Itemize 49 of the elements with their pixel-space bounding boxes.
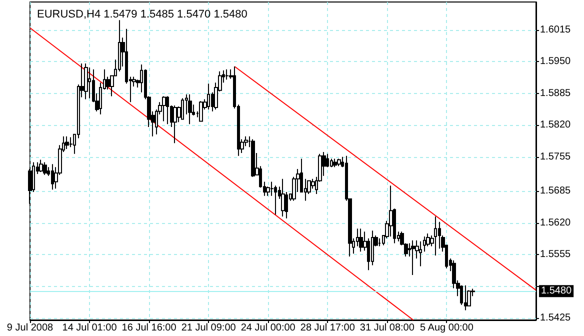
candlestick bbox=[274, 185, 277, 215]
candlestick bbox=[266, 186, 270, 196]
candlestick bbox=[378, 238, 381, 247]
x-tick-label: 31 Jul 08:00 bbox=[360, 322, 415, 334]
x-tick-label: 21 Jul 09:00 bbox=[181, 322, 236, 334]
candlestick bbox=[188, 94, 192, 125]
candlestick bbox=[411, 240, 415, 276]
y-tick-label: 1.5620 bbox=[540, 217, 572, 228]
candlestick bbox=[84, 63, 88, 100]
x-tick-label: 24 Jul 00:00 bbox=[240, 322, 296, 334]
candlestick bbox=[281, 178, 285, 217]
x-tick-label: 5 Aug 00:00 bbox=[420, 322, 474, 334]
y-tick-label: 1.5755 bbox=[540, 151, 572, 162]
candlestick bbox=[330, 158, 333, 168]
x-tick-label: 16 Jul 16:00 bbox=[122, 322, 177, 334]
candlestick bbox=[43, 162, 47, 176]
y-tick-label: 1.5425 bbox=[540, 312, 572, 324]
text: EURUSD,H4 1.5479 1.5485 1.5470 1.5480 bbox=[37, 8, 248, 20]
y-tick-label: 1.5555 bbox=[540, 249, 572, 260]
candlestick bbox=[423, 236, 426, 252]
candlestick bbox=[65, 136, 69, 150]
candlestick bbox=[88, 66, 91, 99]
candlestick bbox=[337, 158, 341, 167]
y-tick-label: 1.5820 bbox=[540, 120, 572, 131]
candlestick bbox=[199, 100, 203, 122]
candlestick bbox=[464, 284, 467, 311]
candlestick bbox=[162, 96, 166, 122]
x-tick-label: 9 Jul 2008 bbox=[6, 322, 54, 334]
candlestick bbox=[371, 230, 374, 266]
candlestick bbox=[419, 240, 422, 267]
candlestick bbox=[181, 98, 184, 120]
x-tick-label: 28 Jul 17:00 bbox=[300, 322, 356, 334]
candlestick bbox=[166, 96, 169, 125]
y-tick-label: 1.5685 bbox=[540, 186, 572, 197]
x-tick-label: 14 Jul 01:00 bbox=[62, 322, 118, 334]
candlestick bbox=[173, 105, 177, 144]
ref-line-label: 1.5480 bbox=[541, 286, 572, 297]
candlestick bbox=[333, 158, 337, 168]
y-tick-label: 1.5885 bbox=[540, 88, 572, 99]
candlestick bbox=[51, 164, 54, 190]
candlestick bbox=[434, 216, 437, 256]
y-tick-label: 1.5950 bbox=[540, 56, 572, 68]
candlestick bbox=[251, 138, 255, 178]
candlestick bbox=[39, 159, 43, 172]
candlestick bbox=[467, 290, 471, 306]
y-tick-label: 1.6015 bbox=[540, 24, 572, 36]
candlestick bbox=[359, 228, 363, 252]
candlestick bbox=[207, 83, 210, 110]
candlestick bbox=[225, 68, 229, 80]
